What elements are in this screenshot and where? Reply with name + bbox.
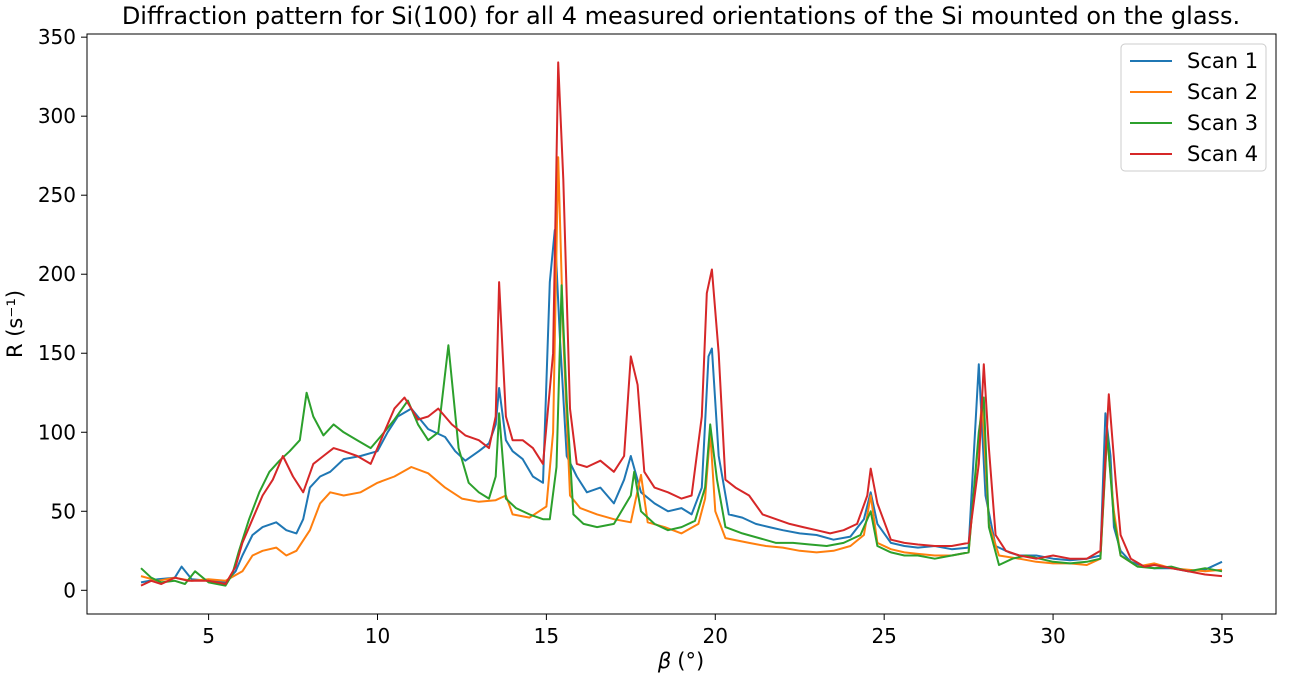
y-tick-label: 50 — [51, 499, 76, 523]
x-tick-label: 15 — [534, 624, 559, 648]
x-axis: 5 10 15 20 25 30 35 — [202, 614, 1235, 648]
y-tick-label: 300 — [38, 104, 76, 128]
legend: Scan 1 Scan 2 Scan 3 Scan 4 — [1120, 43, 1267, 172]
series-line-scan-2 — [140, 156, 1223, 582]
x-tick-label: 10 — [365, 624, 390, 648]
series-line-scan-4 — [140, 61, 1223, 587]
y-axis: 0 50 100 150 200 250 300 350 — [38, 25, 87, 602]
plot-frame — [86, 33, 1277, 615]
y-tick-label: 0 — [63, 578, 76, 602]
series-layer — [140, 61, 1223, 587]
y-tick-label: 350 — [38, 25, 76, 49]
x-axis-unit: (°) — [677, 649, 704, 673]
y-tick-label: 250 — [38, 183, 76, 207]
x-tick-label: 20 — [703, 624, 728, 648]
x-axis-symbol: β — [657, 649, 671, 673]
series-line-scan-1 — [140, 229, 1223, 584]
legend-label-scan-3: Scan 3 — [1187, 111, 1258, 135]
legend-frame — [1120, 43, 1267, 172]
series-line-scan-3 — [140, 284, 1223, 587]
x-tick-label: 5 — [202, 624, 215, 648]
y-tick-label: 100 — [38, 420, 76, 444]
x-tick-label: 30 — [1040, 624, 1065, 648]
legend-label-scan-1: Scan 1 — [1187, 49, 1258, 73]
legend-label-scan-4: Scan 4 — [1187, 142, 1258, 166]
legend-label-scan-2: Scan 2 — [1187, 80, 1258, 104]
y-axis-label: R (s⁻¹) — [3, 290, 27, 358]
x-axis-label: β (°) — [657, 649, 704, 673]
y-tick-label: 200 — [38, 262, 76, 286]
x-tick-label: 25 — [871, 624, 896, 648]
x-tick-label: 35 — [1209, 624, 1234, 648]
chart-title: Diffraction pattern for Si(100) for all … — [122, 2, 1240, 30]
plot-area — [86, 33, 1277, 615]
y-tick-label: 150 — [38, 341, 76, 365]
